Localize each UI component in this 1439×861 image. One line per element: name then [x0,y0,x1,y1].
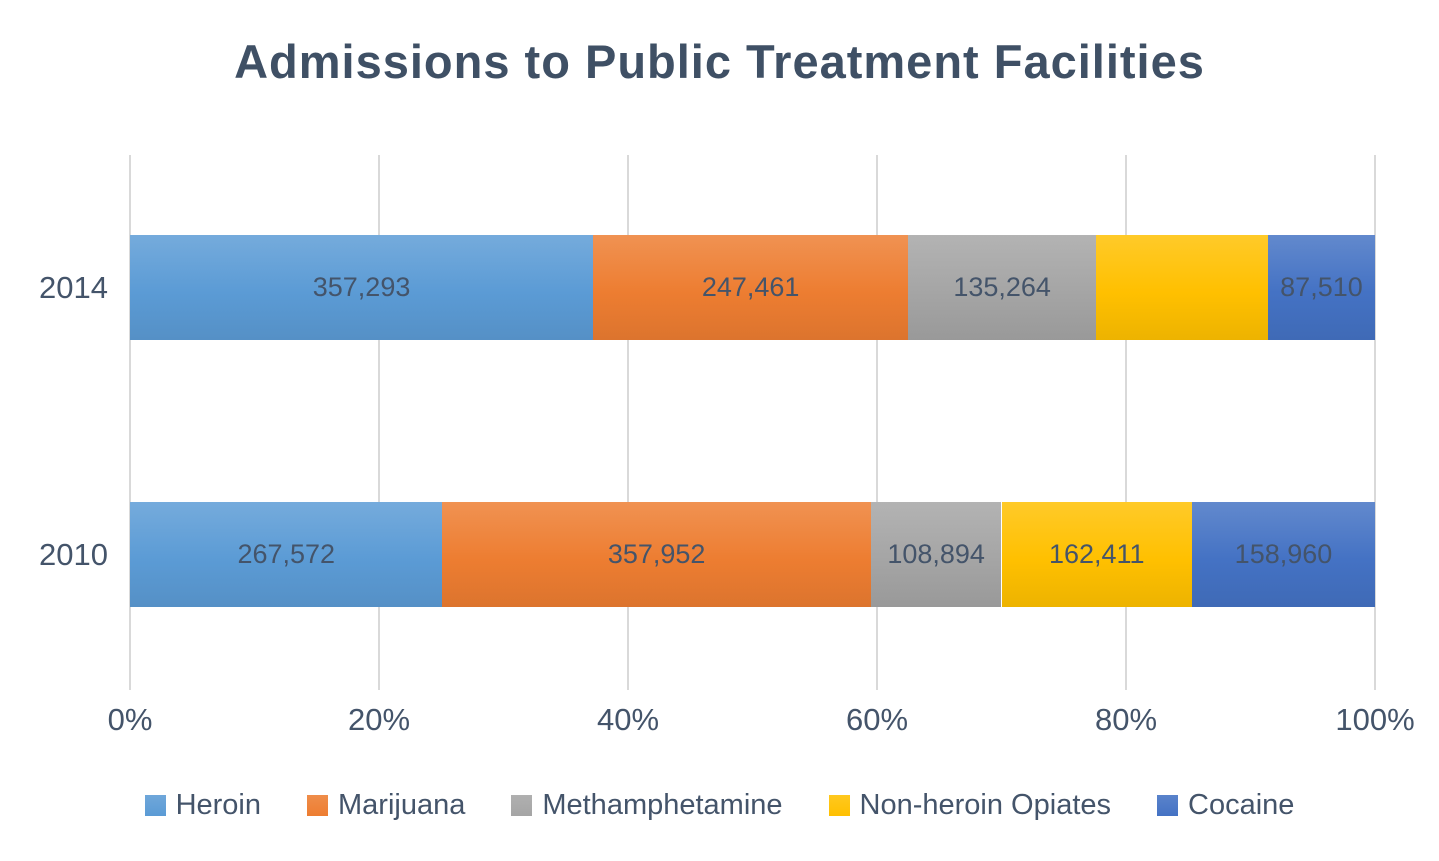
x-tick-label: 20% [347,702,411,737]
legend-swatch [307,795,328,816]
x-tick-label: 0% [107,702,153,737]
gridline [378,155,380,690]
bar-value-label: 87,510 [1280,272,1363,302]
legend-label: Cocaine [1188,789,1295,821]
legend-swatch [828,795,850,816]
bar-segment-non-heroin-opiates-2014 [1096,235,1268,340]
gridline [1374,155,1376,690]
bar-segment-cocaine-2014: 87,510 [1267,235,1375,340]
bar-segment-heroin-2014: 357,293 [130,235,594,340]
plot-area: 357,293 247,461 135,264 87,510 267,572 357,95… [129,155,1376,690]
legend: Heroin Marijuana Methamphetamine Non-heroin… [0,789,1439,822]
bar-segment-methamphetamine-2014: 135,264 [908,235,1097,340]
legend-item-heroin: Heroin [144,789,261,822]
legend-item-marijuana: Marijuana [307,789,465,822]
bar-value-label: 357,293 [312,272,411,302]
legend-item-non-heroin-opiates: Non-heroin Opiates [828,789,1112,822]
category-label-2014: 2014 [39,269,108,305]
gridline [876,155,878,690]
x-tick-label: 60% [845,702,909,737]
gridline [627,155,629,690]
bar-segment-non-heroin-opiates-2010: 162,411 [1001,502,1192,607]
gridline [1125,155,1127,690]
bar-segment-marijuana-2010: 357,952 [442,502,871,607]
legend-label: Methamphetamine [542,789,783,821]
bar-value-label: 108,894 [887,539,985,569]
bar-value-label: 267,572 [237,539,336,569]
x-tick-label: 80% [1094,702,1158,737]
category-label-2010: 2010 [39,536,108,572]
bar-segment-heroin-2010: 267,572 [130,502,443,607]
bar-value-label: 162,411 [1048,539,1145,569]
legend-swatch [1157,795,1179,816]
bar-value-label: 135,264 [953,272,1051,302]
bar-segment-cocaine-2010: 158,960 [1191,502,1375,607]
bar-value-label: 247,461 [701,272,800,302]
legend-swatch [511,795,533,816]
bar-row-2014: 357,293 247,461 135,264 87,510 [130,235,1375,340]
legend-swatch [144,795,166,816]
chart-title: Admissions to Public Treatment Facilitie… [234,35,1205,88]
legend-item-cocaine: Cocaine [1157,789,1294,822]
bar-row-2010: 267,572 357,952 108,894 162,411 158,960 [130,502,1375,607]
x-tick-label: 40% [596,702,660,737]
bar-segment-methamphetamine-2010: 108,894 [870,502,1002,607]
gridline [129,155,131,690]
legend-item-methamphetamine: Methamphetamine [511,789,783,822]
legend-label: Heroin [175,789,261,821]
bar-segment-marijuana-2014: 247,461 [593,235,909,340]
bar-value-label: 158,960 [1234,539,1333,569]
legend-label: Marijuana [338,789,466,821]
x-tick-label: 100% [1335,702,1415,737]
bar-value-label: 357,952 [607,539,706,569]
legend-label: Non-heroin Opiates [859,789,1112,821]
